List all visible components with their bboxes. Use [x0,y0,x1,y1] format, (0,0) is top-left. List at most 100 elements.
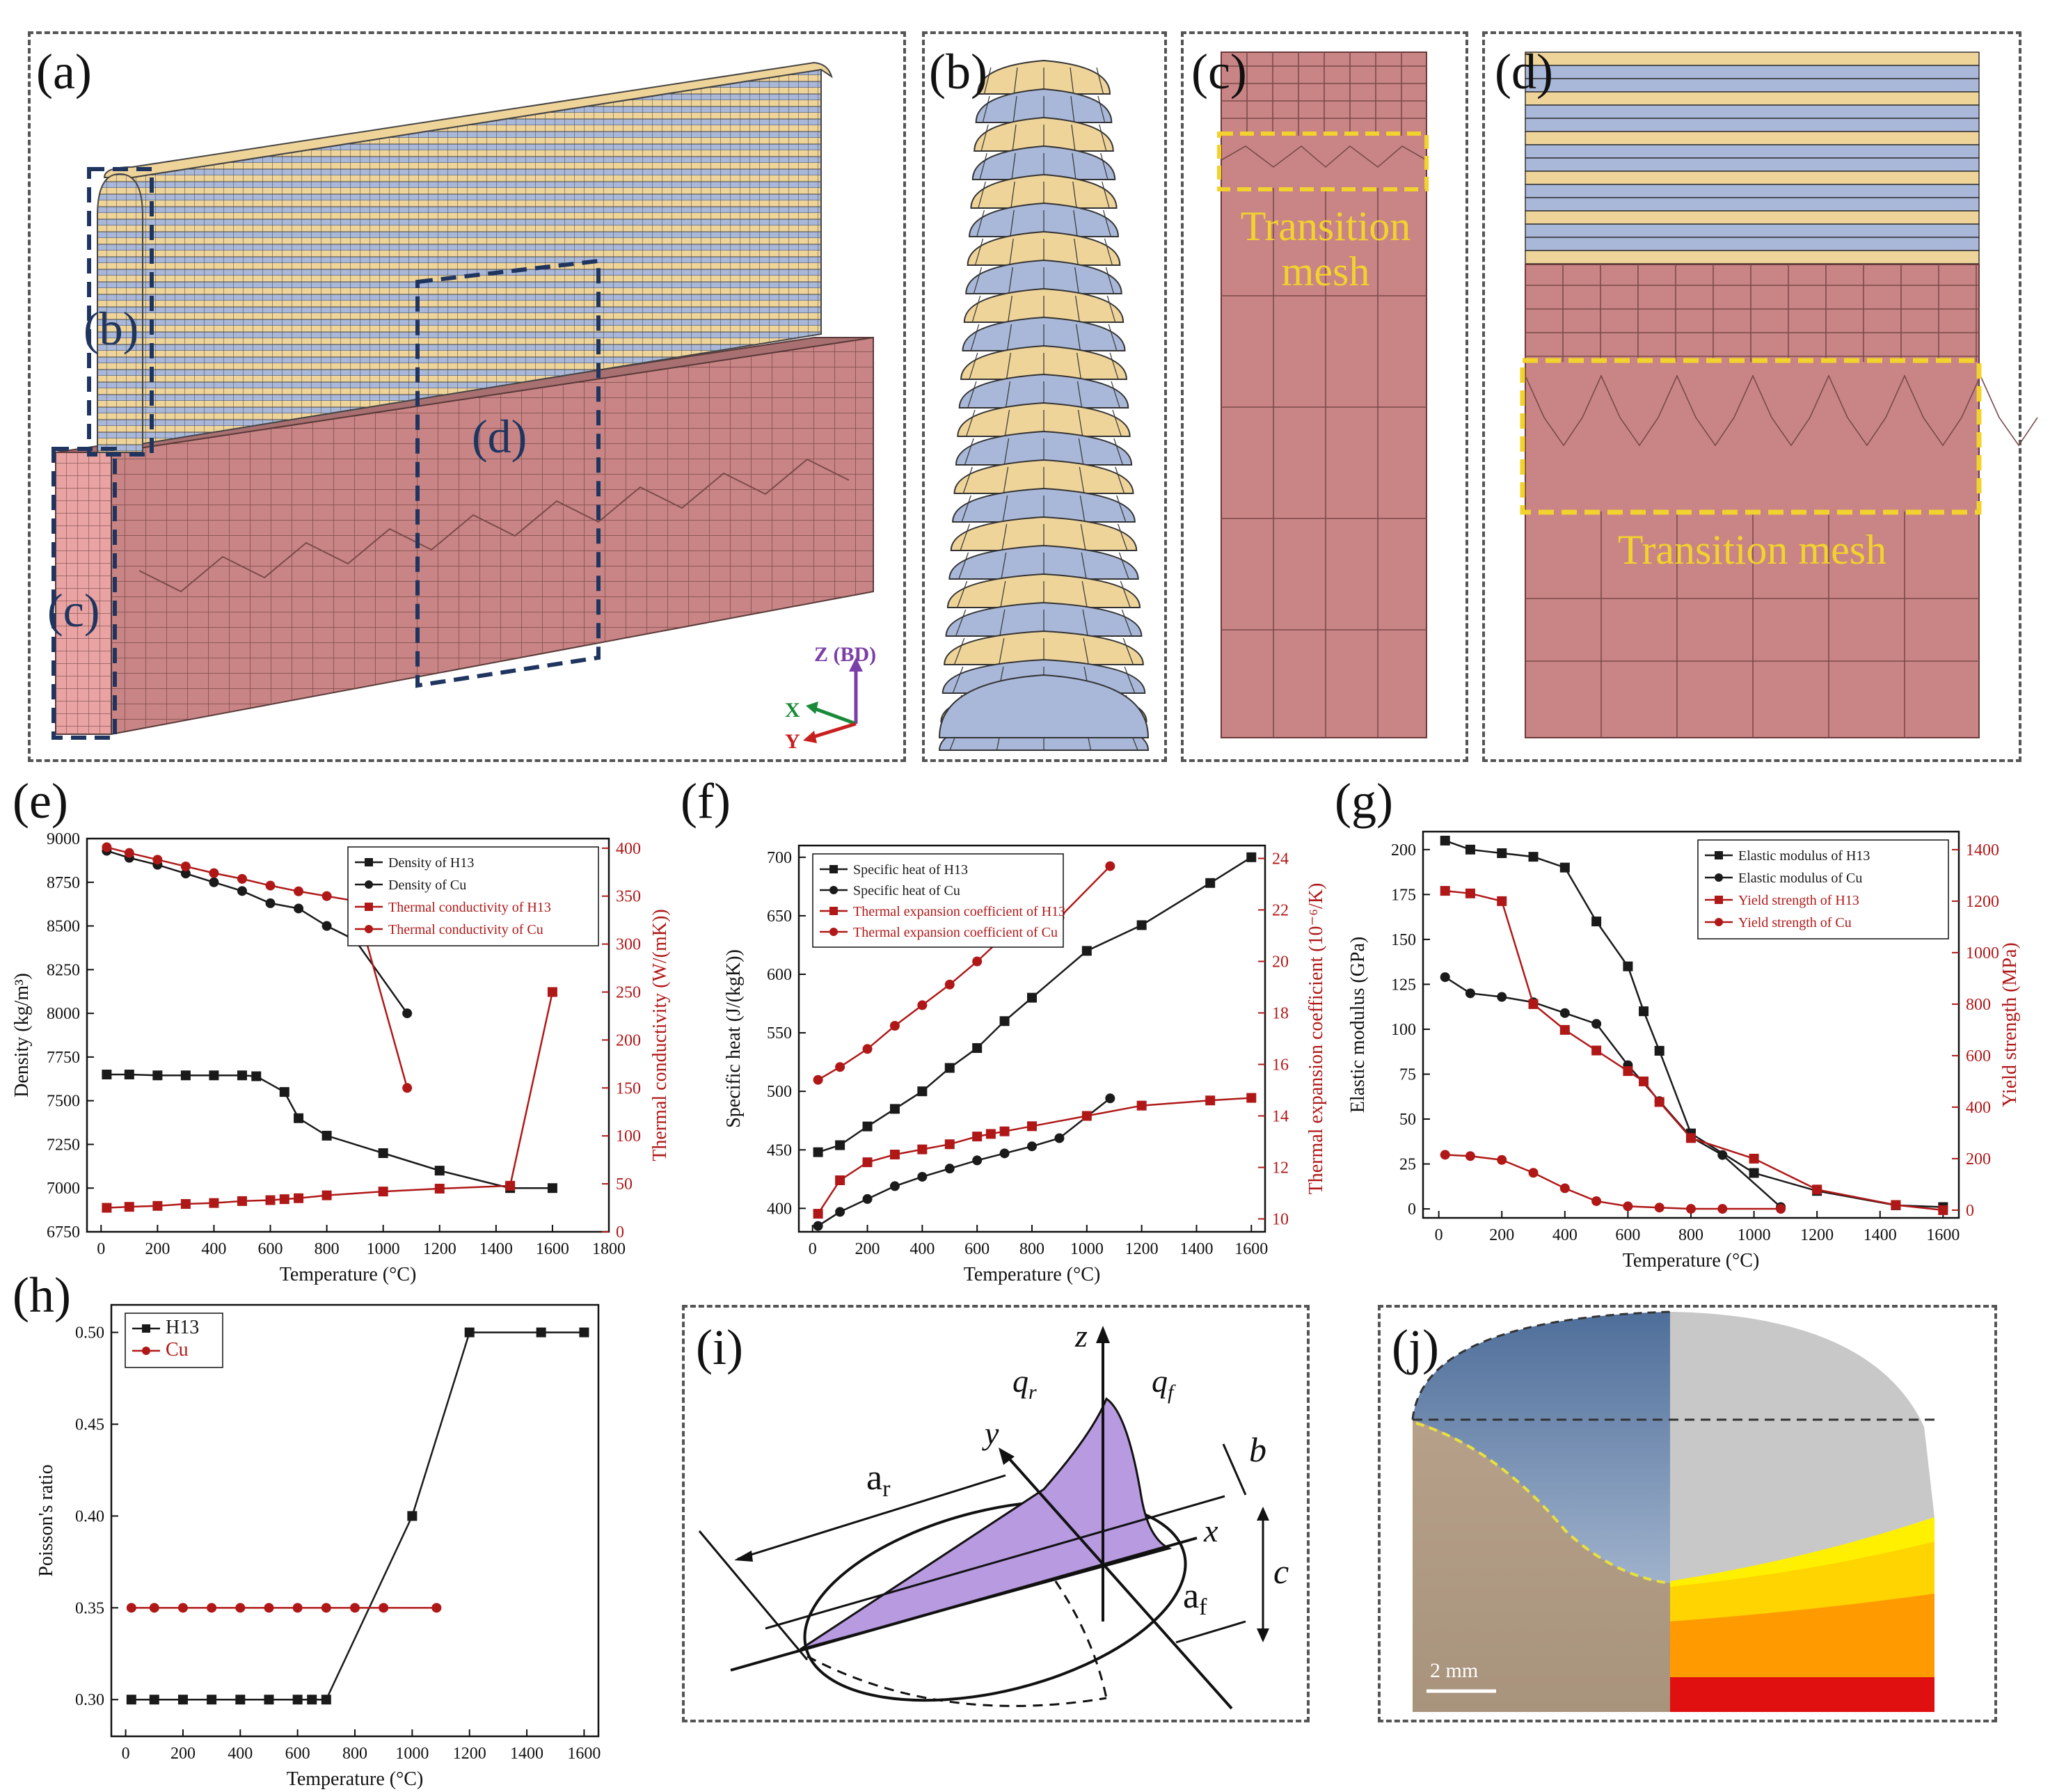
data-point [999,1148,1010,1159]
transition-box-d [1520,358,1982,515]
bead-mesh-line [1116,495,1127,523]
data-point [1559,862,1570,873]
y-tick-label: 550 [767,1024,792,1042]
data-point [1559,1008,1570,1018]
mesh-line-c [1221,145,1427,168]
panel-h-label: (h) [13,1267,71,1323]
data-point [1591,917,1602,927]
y-tick-label: 7500 [47,1093,80,1111]
series-line [1445,839,1944,1208]
bead-mesh-line [983,67,992,95]
bead-mesh-line [1008,267,1013,294]
bead-mesh-line [1010,209,1015,237]
transition-label-c2: mesh [1282,248,1370,294]
y-tick-label: 0 [1408,1200,1416,1219]
legend-box [812,853,1064,948]
x-tick-label: 1600 [536,1240,569,1258]
legend-label: Specific heat of Cu [853,883,960,898]
bead-mesh-line [1002,495,1008,523]
data-point [149,1603,159,1613]
data-point [1749,1168,1759,1178]
x-tick-label: 1600 [1234,1240,1268,1258]
legend-label: Elastic modulus of H13 [1738,848,1870,864]
axis-z-label: Z (BD) [814,643,876,666]
panel-b-label: (b) [929,44,987,100]
legend-label: Cu [166,1339,189,1361]
x-tick-label: 600 [258,1240,283,1258]
bead-mesh-line [999,609,1006,637]
data-point [265,880,276,891]
data-point [1465,888,1475,898]
y-tick-label: 600 [767,966,792,984]
panel-f-label: (f) [681,773,731,829]
data-point [1081,1111,1092,1121]
heat-flux-surface [800,1397,1173,1651]
data-point [917,1171,928,1182]
data-point [999,1126,1010,1136]
bead-mesh-line [973,267,983,294]
x-tick-label: 1200 [423,1240,456,1258]
x-tick-label: 0 [122,1745,130,1763]
bead-mesh-line [980,124,989,152]
panel-c-label: (c) [1191,44,1247,100]
data-point [321,921,332,931]
data-point [1938,1205,1948,1215]
bead-mesh-line [1010,181,1015,209]
bead-mesh-line [1001,552,1007,580]
bead-mesh-line [1077,409,1083,437]
data-point [999,1016,1010,1026]
bead-mesh-line [955,609,967,637]
transition-label-c1: Transition [1241,203,1411,249]
legend-marker [829,907,838,915]
data-point [237,1196,247,1206]
data-point [102,1070,112,1079]
bead-mesh-line [962,466,973,494]
y-tick-label: 8500 [47,918,80,936]
x-tick-label: 400 [1552,1226,1578,1244]
data-point [1465,1151,1475,1161]
legend-marker [365,925,373,933]
y2-axis-label: Yield strength (MPa) [1999,942,2021,1107]
y2-tick-label: 0 [1966,1202,1974,1220]
micrograph-fusion-line [1415,1422,1671,1585]
data-point [180,869,191,879]
y-tick-label: 500 [767,1083,792,1101]
panel-a-label: (a) [36,44,92,100]
data-point [1246,1093,1257,1103]
bead-mesh-line [966,409,976,437]
bead-mesh-line [1070,95,1075,123]
x-tick-label: 1000 [1070,1240,1104,1258]
data-point [813,1209,823,1219]
data-point [1440,835,1450,846]
y-tick-label: 7250 [47,1136,80,1154]
bead-mesh-line [1124,666,1136,694]
panel-d-label: (d) [1495,44,1553,100]
transition-box-c [1217,132,1429,191]
data-point [1639,1006,1649,1017]
x-axis-label: Temperature (°C) [1623,1250,1760,1271]
data-point [1465,844,1475,855]
data-point [835,1140,845,1150]
data-point [547,1183,557,1194]
y2-tick-label: 250 [616,983,641,1001]
data-point [307,1695,317,1705]
data-point [434,1166,445,1176]
legend-label: Density of H13 [388,855,474,871]
y-tick-label: 8750 [47,874,80,892]
data-point [321,1190,332,1200]
x-tick-label: 600 [1615,1226,1640,1244]
data-point [1440,886,1450,896]
data-point [264,1603,274,1613]
data-point [1027,1141,1037,1152]
label-af: af [1183,1576,1207,1620]
bead-mesh-line [961,495,971,523]
sim-zone-grey [1670,1312,1934,1581]
legend-label: Thermal expansion coefficient of Cu [853,925,1058,940]
data-point [378,1148,388,1158]
panel-b-frame [922,31,1167,762]
data-point [972,1132,983,1142]
data-point [1717,1150,1728,1160]
series-line [1445,889,1944,1212]
